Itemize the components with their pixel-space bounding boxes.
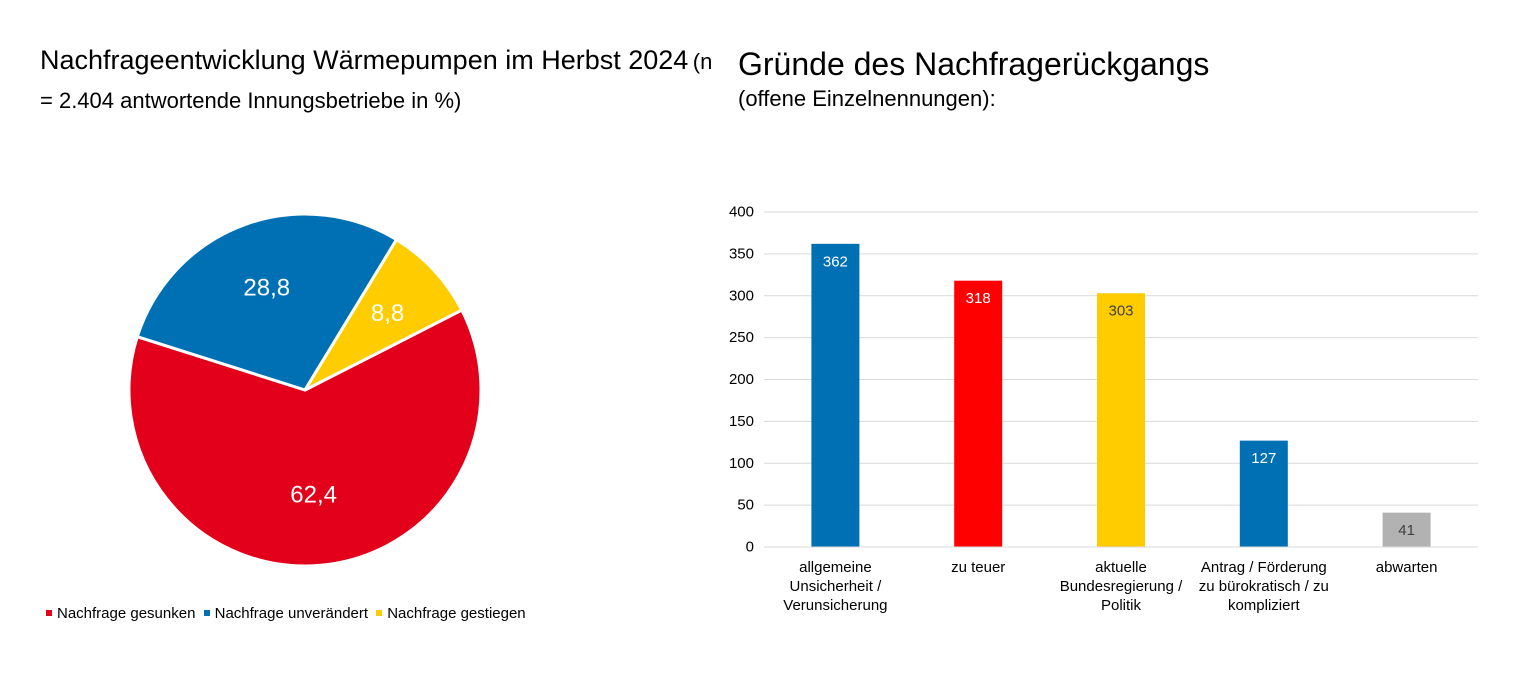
bar-2: [954, 280, 1003, 547]
legend-item-gesunken: Nachfrage gesunken: [46, 605, 195, 622]
pie-label-gestiegen: 8,8: [371, 300, 404, 327]
y-tick-label: 200: [729, 371, 754, 388]
x-category-label-4: Antrag / Förderung zu bürokratisch / zu ko…: [1189, 558, 1339, 615]
legend-item-gestiegen: Nachfrage gestiegen: [376, 604, 526, 622]
y-tick-label: 50: [737, 497, 754, 514]
bar-chart: 0 50 100 150 200 250 300 350 400 362 318 303 127 41: [729, 204, 1478, 556]
bar-value-label-2: 318: [966, 290, 991, 307]
bar-1: [811, 243, 860, 547]
pie-slice-gestiegen: [303, 238, 464, 392]
y-tick-label: 0: [746, 539, 754, 556]
x-category-label-line: Bundesregierung /: [1059, 578, 1183, 595]
bar-value-label-5: 41: [1398, 522, 1415, 539]
pie-label-unveraendert: 28,8: [243, 274, 290, 301]
x-category-label-5: abwarten: [1332, 558, 1482, 577]
legend-dot-unveraendert: [203, 610, 210, 616]
pie-chart: 62,4 28,8 8,8: [127, 212, 483, 568]
left-title-main: Nachfrageentwicklung Wärmepumpen im Herb…: [40, 45, 689, 75]
x-category-label-line: Unsicherheit /: [789, 578, 882, 595]
bar-value-label-3: 303: [1108, 303, 1133, 320]
y-tick-label: 150: [729, 413, 754, 430]
legend-item-unveraendert: Nachfrage unverändert: [203, 604, 369, 622]
x-category-label-line: kompliziert: [1227, 597, 1300, 614]
x-category-label-line: allgemeine: [799, 559, 872, 576]
bar-value-label-1: 362: [823, 253, 848, 270]
x-category-label-3: aktuelle Bundesregierung / Politik: [1046, 558, 1196, 615]
y-tick-label: 350: [729, 245, 754, 262]
legend-label-gesunken: Nachfrage gesunken: [57, 604, 196, 622]
x-category-label-line: Verunsicherung: [783, 597, 888, 614]
legend-label-gestiegen: Nachfrage gestiegen: [387, 604, 526, 622]
x-category-label-2: zu teuer: [903, 558, 1053, 577]
bar-value-label-4: 127: [1251, 450, 1276, 467]
legend-dot-gesunken: [46, 610, 52, 616]
right-title-main: Gründe des Nachfragerückgangs: [738, 46, 1210, 82]
x-category-label-line: abwarten: [1375, 559, 1438, 576]
right-title-sub: (offene Einzelnennungen):: [738, 86, 996, 111]
pie-slice-gesunken: [127, 308, 483, 568]
x-category-label-line: Politik: [1100, 597, 1141, 614]
x-category-label-1: allgemeine Unsicherheit / Verunsicherung: [760, 558, 910, 615]
y-tick-label: 400: [729, 204, 754, 221]
y-tick-label: 250: [729, 329, 754, 346]
legend-dot-gestiegen: [376, 610, 383, 616]
bar-3: [1097, 293, 1145, 547]
x-category-label-line: zu bürokratisch / zu: [1198, 578, 1329, 595]
bar-5: [1382, 512, 1431, 547]
legend-label-unveraendert: Nachfrage unverändert: [214, 604, 369, 622]
right-chart-title: Gründe des Nachfragerückgangs (offene Ei…: [738, 44, 1438, 114]
bar-4: [1239, 440, 1288, 547]
pie-label-gesunken: 62,4: [290, 482, 337, 509]
left-chart-title: Nachfrageentwicklung Wärmepumpen im Herb…: [40, 42, 720, 122]
left-title-sub: (n = 2.404 antwortende Innungsbetriebe i…: [40, 49, 713, 113]
y-tick-label: 300: [729, 287, 754, 304]
pie-legend: Nachfrage gesunken Nachfrage unverändert…: [46, 603, 530, 622]
y-tick-label: 100: [729, 455, 754, 472]
x-category-label-line: Antrag / Förderung: [1200, 559, 1327, 576]
x-category-label-line: aktuelle: [1095, 559, 1147, 576]
x-category-label-line: zu teuer: [951, 559, 1006, 576]
